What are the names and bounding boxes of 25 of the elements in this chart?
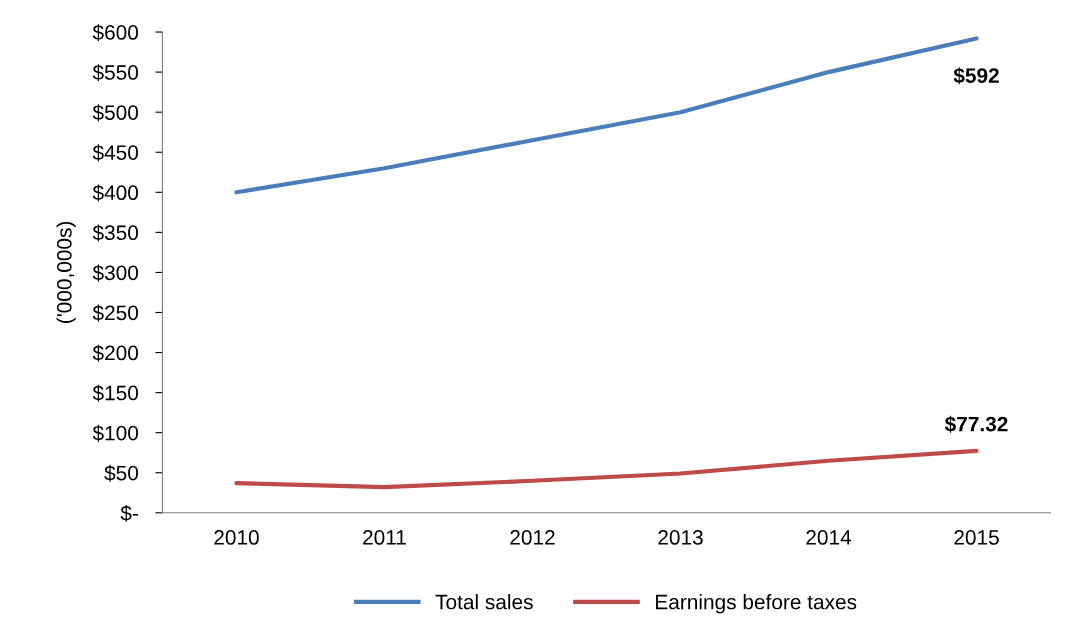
y-tick-label: $100: [92, 424, 139, 442]
y-tick-label: $250: [92, 304, 139, 322]
legend-label: Total sales: [435, 594, 533, 610]
y-tick-label: $600: [92, 24, 139, 42]
y-tick-label: $550: [92, 64, 139, 82]
y-tick-label: $150: [92, 384, 139, 402]
y-tick-label: $400: [92, 184, 139, 202]
y-tick-label: $500: [92, 104, 139, 122]
y-tick-label: $50: [104, 464, 139, 482]
annotation: $77.32: [944, 415, 1008, 433]
x-tick-label: 2012: [510, 530, 555, 545]
y-tick-label: $450: [92, 144, 139, 162]
x-tick-label: 2013: [658, 530, 703, 545]
x-tick-label: 2011: [363, 530, 406, 545]
y-axis-title: ('000,000s): [56, 221, 76, 323]
y-tick-label: $-: [120, 504, 138, 522]
x-tick-label: 2014: [806, 530, 852, 545]
x-tick-label: 2015: [954, 530, 999, 545]
x-tick-label: 2010: [214, 530, 259, 545]
legend-label: Earnings before taxes: [656, 594, 857, 614]
annotation: $592: [953, 67, 999, 85]
y-tick-label: $350: [92, 224, 139, 242]
line-series: [234, 448, 979, 490]
y-tick-label: $200: [92, 344, 139, 362]
y-tick-label: $300: [92, 264, 139, 282]
